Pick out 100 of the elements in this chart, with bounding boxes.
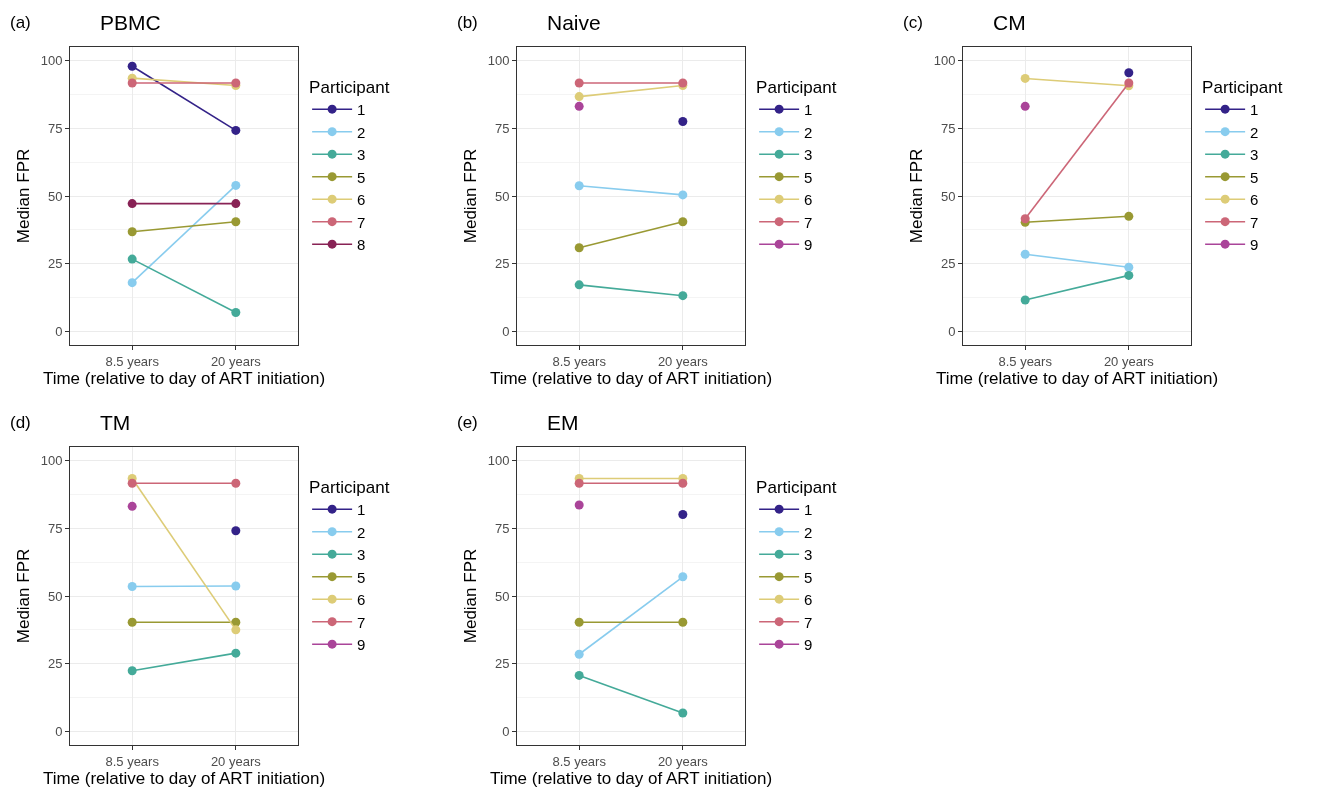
legend-title: Participant <box>756 477 837 497</box>
legend-label: 2 <box>357 523 366 541</box>
point <box>231 199 241 209</box>
legend-label: 5 <box>357 568 366 586</box>
legend-label: 3 <box>1250 146 1259 164</box>
point <box>1020 73 1030 83</box>
point <box>127 227 137 237</box>
point <box>231 581 241 591</box>
legend-label: 1 <box>357 101 366 119</box>
legend-label: 7 <box>804 213 813 231</box>
y-tick-label: 0 <box>55 324 63 339</box>
y-tick-label: 25 <box>47 256 63 272</box>
point <box>1124 68 1134 78</box>
legend-title: Participant <box>756 77 837 97</box>
legend-label: 9 <box>357 636 366 654</box>
point <box>574 280 584 290</box>
point <box>574 243 584 253</box>
y-tick-label: 75 <box>47 520 63 536</box>
chart-title: Naive <box>547 11 601 35</box>
point <box>1020 295 1030 305</box>
y-axis-title: Median FPR <box>14 148 34 244</box>
x-axis-title: Time (relative to day of ART initiation) <box>489 769 773 788</box>
point <box>231 526 241 536</box>
legend-label: 1 <box>804 501 813 519</box>
point <box>678 708 688 718</box>
point <box>231 478 241 488</box>
point <box>574 78 584 88</box>
point <box>678 572 688 582</box>
x-axis-title: Time (relative to day of ART initiation) <box>42 369 326 388</box>
y-tick-label: 100 <box>487 453 510 469</box>
y-tick-label: 0 <box>948 324 956 339</box>
legend-label: 1 <box>1250 101 1259 119</box>
point <box>574 617 584 627</box>
point <box>678 617 688 627</box>
legend-label: 6 <box>1250 191 1259 209</box>
legend-label: 1 <box>804 101 813 119</box>
y-tick-label: 75 <box>494 120 510 136</box>
point <box>231 125 241 135</box>
text: (e) <box>457 413 478 432</box>
y-tick-label: 50 <box>47 188 63 204</box>
legend-label: 7 <box>804 613 813 631</box>
x-tick-label: 8.5 years <box>552 753 607 769</box>
y-tick-label: 75 <box>47 120 63 136</box>
legend-title: Participant <box>1202 77 1283 97</box>
point <box>574 500 584 510</box>
legend-label: 3 <box>357 546 366 564</box>
text: (d) <box>10 413 31 432</box>
x-tick-label: 20 years <box>657 353 709 369</box>
point <box>1124 270 1134 280</box>
chart-title: CM <box>993 11 1026 35</box>
y-tick-label: 25 <box>494 256 510 272</box>
point <box>574 478 584 488</box>
x-tick-label: 20 years <box>210 353 262 369</box>
legend-label: 3 <box>357 146 366 164</box>
y-tick-label: 0 <box>502 324 510 339</box>
x-axis-title: Time (relative to day of ART initiation) <box>489 369 773 388</box>
x-tick-label: 8.5 years <box>105 353 160 369</box>
legend-label: 6 <box>357 591 366 609</box>
legend-label: 2 <box>1250 123 1259 141</box>
point <box>574 670 584 680</box>
point <box>1020 101 1030 111</box>
point <box>574 101 584 111</box>
x-tick-label: 20 years <box>1103 353 1155 369</box>
legend-label: 2 <box>357 123 366 141</box>
point <box>574 649 584 659</box>
legend-label: 5 <box>1250 168 1259 186</box>
point <box>127 478 137 488</box>
y-tick-label: 25 <box>494 656 510 672</box>
chart-title: EM <box>547 411 579 435</box>
y-axis-title: Median FPR <box>461 548 481 644</box>
point <box>231 625 241 635</box>
y-axis-title: Median FPR <box>461 148 481 244</box>
y-tick-label: 25 <box>940 256 956 272</box>
point <box>127 666 137 676</box>
point <box>231 180 241 190</box>
legend-label: 9 <box>1250 236 1259 254</box>
legend-label: 3 <box>804 546 813 564</box>
x-tick-label: 20 years <box>657 753 709 769</box>
y-tick-label: 50 <box>494 588 510 604</box>
legend-label: 7 <box>1250 213 1259 231</box>
x-tick-label: 8.5 years <box>105 753 160 769</box>
legend-label: 9 <box>804 636 813 654</box>
text: (b) <box>457 13 478 32</box>
legend-label: 3 <box>804 146 813 164</box>
legend-label: 7 <box>357 613 366 631</box>
point <box>1124 211 1134 221</box>
point <box>678 509 688 519</box>
chart-title: TM <box>100 411 131 435</box>
legend-title: Participant <box>309 77 390 97</box>
y-tick-label: 100 <box>933 53 956 69</box>
legend-label: 8 <box>357 236 366 254</box>
chart-title: PBMC <box>100 11 161 35</box>
legend-title: Participant <box>309 477 390 497</box>
point <box>127 582 137 592</box>
y-tick-label: 50 <box>940 188 956 204</box>
point <box>127 78 137 88</box>
y-tick-label: 75 <box>940 120 956 136</box>
point <box>1124 262 1134 272</box>
y-tick-label: 0 <box>502 724 510 739</box>
legend-label: 6 <box>804 191 813 209</box>
